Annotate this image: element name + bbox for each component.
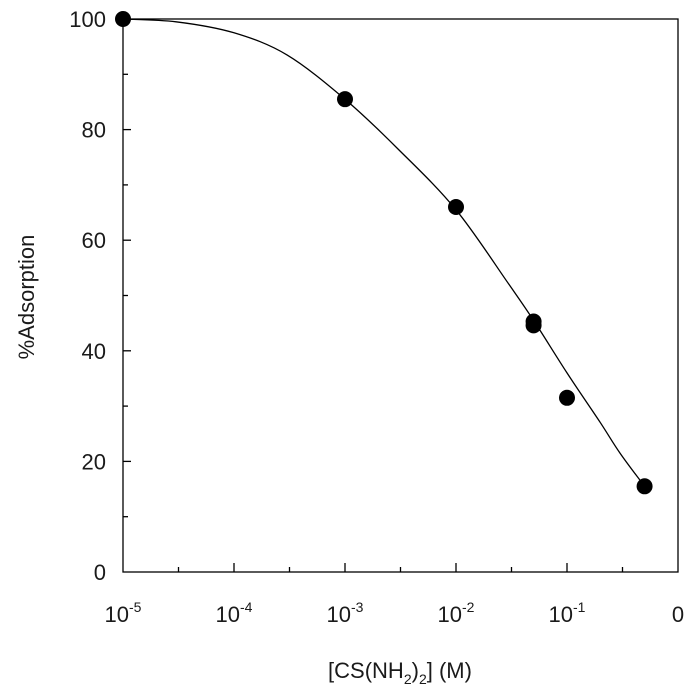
data-point xyxy=(448,199,464,216)
x-tick-label: 10-1 xyxy=(549,599,586,627)
x-tick-label: 10-4 xyxy=(216,599,253,627)
y-tick-label: 40 xyxy=(82,339,106,364)
y-tick-label: 20 xyxy=(82,449,106,474)
y-tick-label: 80 xyxy=(82,118,106,143)
plot-frame xyxy=(122,18,679,573)
y-axis-tick-labels: 0 20 40 60 80 100 xyxy=(69,7,106,585)
y-axis-ticks xyxy=(123,73,131,518)
x-tick-label: 10-3 xyxy=(327,599,364,627)
x-tick-label: 0 xyxy=(672,602,684,627)
x-axis-ticks xyxy=(177,563,624,572)
x-tick-label: 10-2 xyxy=(438,599,475,627)
data-point xyxy=(337,91,353,108)
y-tick-label: 60 xyxy=(82,228,106,253)
fit-curve xyxy=(122,18,646,487)
y-axis-title: %Adsorption xyxy=(14,235,39,360)
data-points xyxy=(115,11,653,495)
x-tick-label: 10-5 xyxy=(105,599,142,627)
data-point xyxy=(525,317,542,334)
x-axis-title: [CS(NH2)2] (M) xyxy=(328,658,472,687)
y-tick-label: 0 xyxy=(94,560,106,585)
y-tick-label: 100 xyxy=(69,7,106,32)
x-axis-tick-labels: 10-5 10-4 10-3 10-2 10-1 0 xyxy=(105,599,685,627)
data-point xyxy=(636,478,653,495)
data-point xyxy=(559,389,575,406)
data-point xyxy=(115,11,131,27)
